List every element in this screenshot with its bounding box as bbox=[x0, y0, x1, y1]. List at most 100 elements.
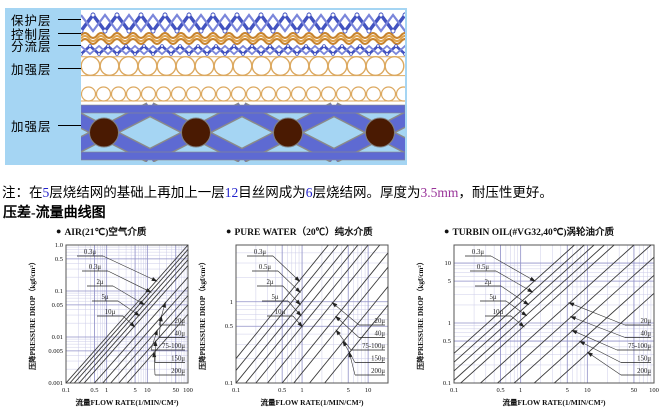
x-tick-label: 50 bbox=[631, 387, 638, 394]
mesh-layer-diagram: 保护层 控制层 分流层 加强层 加强层 bbox=[5, 8, 407, 165]
layer-label-text: 保护层 bbox=[11, 13, 52, 28]
y-tick-label: 1 bbox=[448, 320, 451, 327]
bullet-icon: ● bbox=[226, 225, 232, 236]
x-tick-label: 0.5 bbox=[497, 387, 505, 394]
leader-dash bbox=[57, 67, 86, 69]
curve-150μ bbox=[533, 274, 655, 384]
x-tick-label: 10 bbox=[144, 387, 151, 394]
layer-label-reinforce-1: 加强层 bbox=[11, 61, 86, 77]
curve-label: 75-100μ bbox=[628, 343, 651, 350]
x-tick-label: 0.1 bbox=[62, 387, 70, 394]
note-segment: 6 bbox=[305, 184, 313, 200]
note-text: 注：在5层烧结网的基础上再加上一层12目丝网成为6层烧结网。厚度为3.5mm，耐… bbox=[2, 184, 658, 202]
y-tick-label: 0.1 bbox=[55, 288, 63, 295]
leader-dash bbox=[57, 124, 86, 126]
x-tick-label: 5 bbox=[566, 387, 569, 394]
note-segment: 5 bbox=[42, 184, 50, 200]
curve-label: 2μ bbox=[96, 279, 103, 286]
x-axis-label: 流量FLOW RATE(1/MIN/CM²) bbox=[502, 397, 606, 407]
x-tick-label: 0.5 bbox=[278, 387, 286, 394]
x-axis-label: 流量FLOW RATE(1/MIN/CM²) bbox=[75, 397, 179, 407]
chart-pure-water: ● PURE WATER（20℃）纯水介质 0.3μ 0.5μ 2μ 5μ 10μ 20μ 40… bbox=[196, 224, 396, 413]
curve-label: 200μ bbox=[171, 368, 185, 375]
chart-title-text: PURE WATER（20℃）纯水介质 bbox=[234, 227, 373, 238]
x-tick-label: 1 bbox=[519, 387, 522, 394]
x-tick-label: 5 bbox=[133, 387, 136, 394]
leader-dash bbox=[57, 32, 86, 34]
layer-label-text: 分流层 bbox=[11, 39, 52, 54]
chart-air: ● AIR(21℃)空气介质 0.3μ 0.3μ 2μ 5μ 10μ 20μ 40μ 75-100… bbox=[26, 224, 196, 413]
curve-label: 5μ bbox=[271, 294, 278, 301]
curve-label: 75-100μ bbox=[362, 343, 385, 350]
leader-dash bbox=[57, 18, 86, 20]
mesh-cross-section-illustration bbox=[81, 10, 405, 162]
curve-0.3μ bbox=[235, 244, 329, 359]
layer-label-text: 控制层 bbox=[11, 27, 52, 42]
x-tick-label: 0.1 bbox=[232, 387, 240, 394]
curve-150μ bbox=[309, 286, 389, 384]
curve-label: 10μ bbox=[275, 309, 286, 316]
curve-label: 2μ bbox=[266, 279, 273, 286]
curve-label: 150μ bbox=[171, 355, 185, 362]
y-tick-label: 5 bbox=[448, 278, 451, 285]
y-tick-label: 1 bbox=[230, 299, 233, 306]
note-segment: 3.5mm bbox=[420, 184, 459, 200]
curve-label: 0.3μ bbox=[84, 249, 96, 256]
y-tick-label: 0.1 bbox=[443, 380, 451, 387]
curve-label: 5μ bbox=[101, 294, 108, 301]
curve-10μ bbox=[460, 244, 615, 384]
y-tick-label: 0.1 bbox=[225, 380, 233, 387]
curve-label: 5μ bbox=[489, 294, 496, 301]
x-tick-label: 100 bbox=[183, 387, 193, 394]
chart-air-title: ● AIR(21℃)空气介质 bbox=[26, 224, 196, 238]
y-tick-label: 0.5 bbox=[55, 256, 63, 263]
curve-200μ bbox=[554, 293, 655, 384]
note-segment: 注：在 bbox=[2, 184, 43, 200]
chart-title-text: AIR(21℃)空气介质 bbox=[64, 227, 147, 238]
y-tick-label: 0.01 bbox=[52, 334, 63, 341]
note-segment: 层烧结网。厚度为 bbox=[312, 184, 421, 200]
curve-75-100μ bbox=[293, 266, 389, 384]
y-tick-label: 0.5 bbox=[443, 338, 451, 345]
curve-10μ bbox=[255, 244, 369, 384]
curve-0.3μ bbox=[65, 244, 189, 384]
note-segment: 12 bbox=[224, 184, 239, 200]
curve-200μ bbox=[324, 304, 389, 384]
x-tick-label: 5 bbox=[347, 387, 350, 394]
y-tick-label: 1.0 bbox=[55, 242, 63, 249]
curve-0.3μ bbox=[453, 244, 575, 354]
x-tick-label: 10 bbox=[365, 387, 372, 394]
layer-label-control: 控制层 bbox=[11, 26, 86, 42]
curve-label: 20μ bbox=[375, 318, 386, 325]
y-axis-label: 压降PRESSURE DROP（kgf/cm²） bbox=[28, 258, 37, 370]
layer-label-reinforce-2: 加强层 bbox=[11, 118, 86, 134]
y-tick-label: 10 bbox=[445, 260, 452, 267]
curve-40μ bbox=[102, 286, 189, 384]
curve-10μ bbox=[83, 265, 189, 384]
curve-label: 0.5μ bbox=[259, 264, 271, 271]
layer-label-text: 加强层 bbox=[11, 62, 52, 77]
bullet-icon: ● bbox=[56, 225, 62, 236]
chart-turbin-oil-title: ● TURBIN OIL(#VG32,40℃)涡轮油介质 bbox=[414, 224, 660, 238]
bullet-icon: ● bbox=[444, 225, 450, 236]
curve-label: 40μ bbox=[641, 330, 652, 337]
curve-label: 40μ bbox=[375, 330, 386, 337]
section-title: 压差-流量曲线图 bbox=[3, 206, 106, 221]
curve-label: 200μ bbox=[637, 368, 651, 375]
curve-75-100μ bbox=[513, 256, 655, 384]
x-tick-label: 50 bbox=[173, 387, 180, 394]
x-tick-label: 0.5 bbox=[90, 387, 98, 394]
curve-label: 150μ bbox=[637, 355, 651, 362]
curve-label: 75-100μ bbox=[162, 343, 185, 350]
curve-0.3μ bbox=[69, 249, 189, 384]
charts-row: ● AIR(21℃)空气介质 0.3μ 0.3μ 2μ 5μ 10μ 20μ 40μ 75-100… bbox=[0, 224, 660, 413]
curve-label: 2μ bbox=[484, 279, 491, 286]
curve-label: 200μ bbox=[371, 368, 385, 375]
note-segment: 层烧结网的基础上再加上一层 bbox=[49, 184, 225, 200]
curve-label: 0.3μ bbox=[89, 264, 101, 271]
layer-label-text: 加强层 bbox=[11, 119, 52, 134]
y-axis-label: 压降PRESSURE DROP（kgf/cm²） bbox=[198, 258, 207, 370]
curve-0.5μ bbox=[235, 244, 339, 371]
